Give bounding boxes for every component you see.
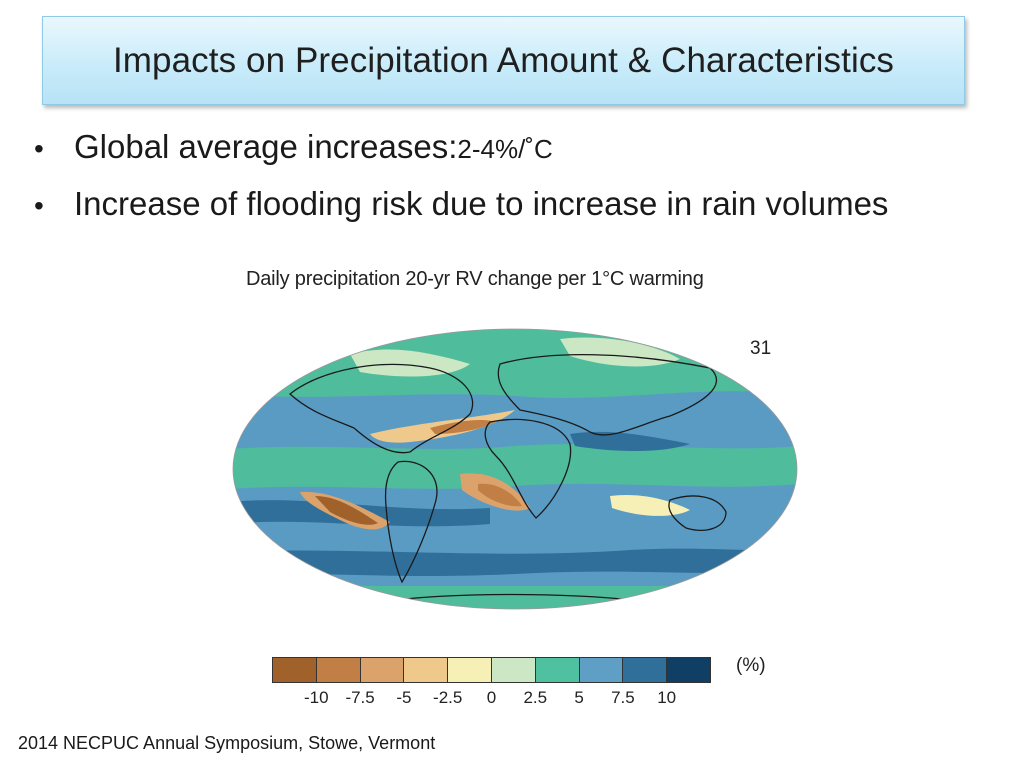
colorbar-tick-label: 0 [486, 688, 497, 707]
colorbar-unit: (%) [736, 655, 766, 676]
colorbar-tick-label: 10 [657, 688, 677, 707]
bullet-icon: • [34, 133, 44, 164]
slide-footer: 2014 NECPUC Annual Symposium, Stowe, Ver… [18, 733, 436, 753]
colorbar-cell [359, 657, 405, 683]
colorbar-cell [403, 657, 449, 683]
southern-ocean-dark-band [233, 548, 797, 576]
colorbar-cell [490, 657, 536, 683]
colorbar-tick-label: 7.5 [611, 688, 635, 707]
colorbar-tick-label: 2.5 [523, 688, 548, 707]
colorbar-cell [315, 657, 361, 683]
figure-title: Daily precipitation 20-yr RV change per … [246, 268, 704, 290]
precipitation-figure: Daily precipitation 20-yr RV change per … [230, 262, 800, 712]
canada-pale-region [350, 349, 470, 377]
colorbar-cell [447, 657, 492, 683]
southeast-pacific-core-dry [315, 496, 378, 525]
world-map [232, 328, 798, 610]
bullet-icon: • [34, 190, 44, 221]
indian-ocean-dark-region [570, 431, 690, 451]
colorbar-tick-label: -10 [304, 688, 329, 707]
africa-outline [484, 418, 572, 519]
south-atlantic-core-dry [478, 483, 522, 507]
bullet-list: • Global average increases: 2-4%/˚C • In… [34, 128, 888, 242]
bullet-value: 2-4%/˚C [457, 134, 553, 164]
colorbar-tick-label: -2.5 [433, 688, 463, 707]
bullet-text: Global average increases: [74, 128, 458, 165]
australia-outline [668, 495, 727, 531]
colorbar-cell [272, 657, 317, 683]
colorbar-cell [534, 657, 580, 683]
colorbar-cell [666, 657, 711, 683]
slide-title: Impacts on Precipitation Amount & Charac… [112, 40, 895, 80]
eurasia-outline [497, 354, 718, 436]
south-america-outline [384, 460, 438, 584]
colorbar-cell [578, 657, 624, 683]
colorbar-tick-label: 5 [574, 688, 584, 707]
bullet-text: Increase of flooding risk due to increas… [74, 185, 889, 222]
slide-title-box: Impacts on Precipitation Amount & Charac… [42, 16, 965, 105]
colorbar-tick-labels: -10 -7.5 -5 -2.5 0 2.5 5 7.5 10 [272, 688, 722, 712]
colorbar-tick-label: -5 [396, 688, 412, 707]
colorbar-tick-label: -7.5 [345, 688, 375, 707]
bullet-item: • Increase of flooding risk due to incre… [34, 185, 888, 242]
antarctic-band [233, 586, 797, 609]
tropical-band [233, 444, 797, 489]
north-america-outline [288, 363, 474, 454]
colorbar [272, 657, 711, 683]
panel-number: 31 [750, 338, 772, 359]
colorbar-cell [622, 657, 668, 683]
bullet-item: • Global average increases: 2-4%/˚C [34, 128, 888, 185]
globe-border [232, 328, 798, 610]
